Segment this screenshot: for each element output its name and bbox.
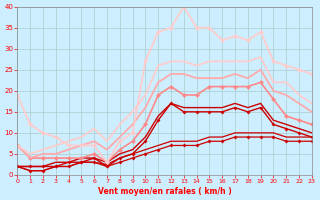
- X-axis label: Vent moyen/en rafales ( km/h ): Vent moyen/en rafales ( km/h ): [98, 187, 231, 196]
